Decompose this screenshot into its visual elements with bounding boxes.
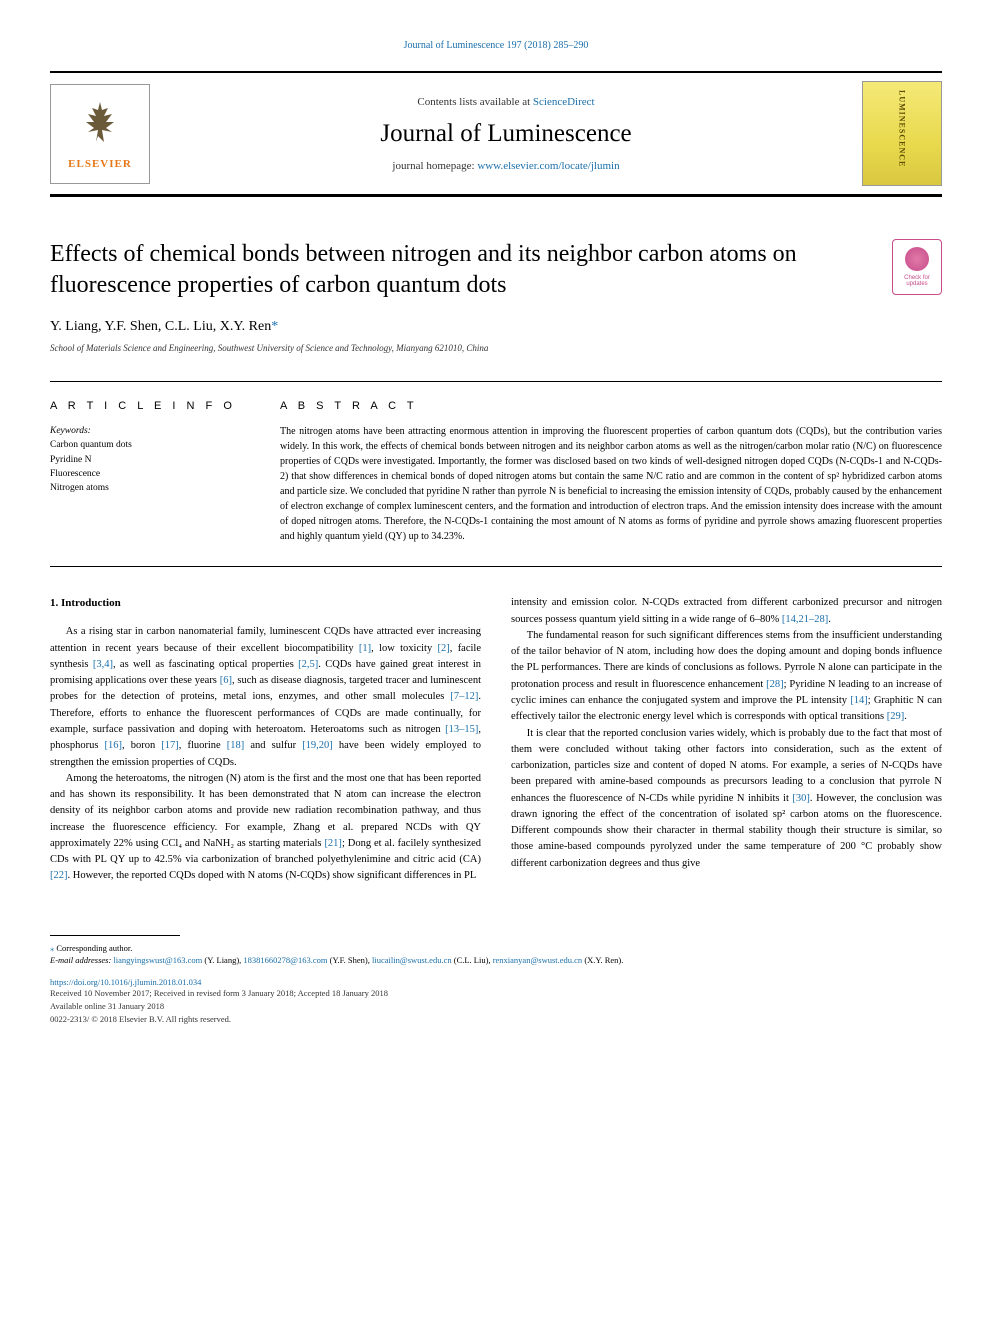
masthead-center: Contents lists available at ScienceDirec… bbox=[150, 96, 862, 172]
history-line: Received 10 November 2017; Received in r… bbox=[50, 987, 942, 1000]
homepage-line: journal homepage: www.elsevier.com/locat… bbox=[150, 160, 862, 172]
homepage-prefix: journal homepage: bbox=[392, 160, 477, 172]
masthead: ELSEVIER Contents lists available at Sci… bbox=[50, 71, 942, 197]
abstract-bottom-rule bbox=[50, 566, 942, 567]
abstract-heading: A B S T R A C T bbox=[280, 400, 942, 412]
article-info-heading: A R T I C L E I N F O bbox=[50, 400, 250, 412]
authors-text: Y. Liang, Y.F. Shen, C.L. Liu, X.Y. Ren bbox=[50, 319, 271, 334]
crossmark-badge[interactable]: Check forupdates bbox=[892, 239, 942, 295]
body-paragraph: Among the heteroatoms, the nitrogen (N) … bbox=[50, 771, 481, 885]
keywords-list: Carbon quantum dots Pyridine N Fluoresce… bbox=[50, 438, 250, 495]
body-paragraph: As a rising star in carbon nanomaterial … bbox=[50, 624, 481, 770]
body-paragraph: The fundamental reason for such signific… bbox=[511, 628, 942, 726]
sciencedirect-link[interactable]: ScienceDirect bbox=[533, 96, 595, 108]
crossmark-icon bbox=[905, 247, 929, 271]
footnote-separator bbox=[50, 935, 180, 936]
crossmark-label: Check forupdates bbox=[904, 275, 930, 287]
footnotes: ⁎ * Corresponding author.Corresponding a… bbox=[50, 942, 942, 968]
keyword: Pyridine N bbox=[50, 453, 250, 467]
abstract-text: The nitrogen atoms have been attracting … bbox=[280, 424, 942, 544]
keywords-label: Keywords: bbox=[50, 426, 250, 436]
affiliation: School of Materials Science and Engineer… bbox=[50, 343, 942, 353]
right-column: intensity and emission color. N-CQDs ext… bbox=[511, 595, 942, 884]
author-email-link[interactable]: liangyingswust@163.com bbox=[113, 955, 202, 965]
publisher-logo: ELSEVIER bbox=[50, 84, 150, 184]
section-heading: 1. Introduction bbox=[50, 595, 481, 612]
article-title: Effects of chemical bonds between nitrog… bbox=[50, 239, 872, 301]
corresponding-mark: * bbox=[271, 319, 278, 334]
journal-cover-thumbnail: LUMINESCENCE bbox=[862, 81, 942, 186]
body-two-column: 1. Introduction As a rising star in carb… bbox=[50, 595, 942, 884]
email-label: E-mail addresses: bbox=[50, 955, 113, 965]
doi-line: https://doi.org/10.1016/j.jlumin.2018.01… bbox=[50, 977, 942, 987]
email-addresses: E-mail addresses: liangyingswust@163.com… bbox=[50, 954, 942, 967]
corresponding-author-note: ⁎ * Corresponding author.Corresponding a… bbox=[50, 942, 942, 955]
cover-thumb-text: LUMINESCENCE bbox=[898, 90, 907, 167]
contents-line: Contents lists available at ScienceDirec… bbox=[150, 96, 862, 108]
journal-name: Journal of Luminescence bbox=[150, 120, 862, 148]
article-info-column: A R T I C L E I N F O Keywords: Carbon q… bbox=[50, 381, 280, 544]
author-email-link[interactable]: renxianyan@swust.edu.cn bbox=[493, 955, 583, 965]
keyword: Carbon quantum dots bbox=[50, 438, 250, 452]
author-list: Y. Liang, Y.F. Shen, C.L. Liu, X.Y. Ren* bbox=[50, 319, 942, 335]
keyword: Fluorescence bbox=[50, 467, 250, 481]
homepage-link[interactable]: www.elsevier.com/locate/jlumin bbox=[477, 160, 619, 172]
body-paragraph: It is clear that the reported conclusion… bbox=[511, 726, 942, 872]
contents-prefix: Contents lists available at bbox=[417, 96, 532, 108]
history-line: 0022-2313/ © 2018 Elsevier B.V. All righ… bbox=[50, 1013, 942, 1026]
author-email-link[interactable]: liucailin@swust.edu.cn bbox=[372, 955, 452, 965]
elsevier-tree-icon bbox=[80, 98, 120, 154]
history-line: Available online 31 January 2018 bbox=[50, 1000, 942, 1013]
body-paragraph: intensity and emission color. N-CQDs ext… bbox=[511, 595, 942, 628]
abstract-column: A B S T R A C T The nitrogen atoms have … bbox=[280, 381, 942, 544]
running-header: Journal of Luminescence 197 (2018) 285–2… bbox=[50, 40, 942, 51]
keyword: Nitrogen atoms bbox=[50, 481, 250, 495]
author-email-link[interactable]: 18381660278@163.com bbox=[243, 955, 327, 965]
left-column: 1. Introduction As a rising star in carb… bbox=[50, 595, 481, 884]
article-history: Received 10 November 2017; Received in r… bbox=[50, 987, 942, 1025]
doi-link[interactable]: https://doi.org/10.1016/j.jlumin.2018.01… bbox=[50, 977, 201, 987]
publisher-name: ELSEVIER bbox=[68, 158, 132, 170]
